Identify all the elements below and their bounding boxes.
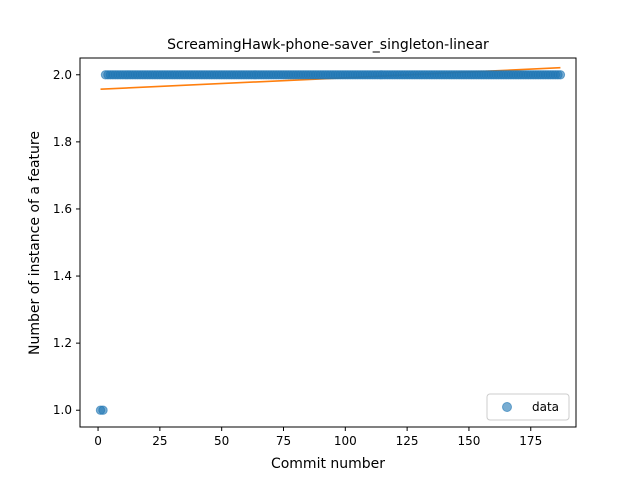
ticks-layer: 0 25 50 75 100 125 150 175 1.0 1.2 1.4 1.6 1.8 2.0	[53, 68, 542, 448]
y-tick-label-1: 1.2	[53, 336, 72, 350]
data-point-1	[98, 405, 108, 415]
x-tick-label-2: 50	[214, 434, 229, 448]
y-tick-label-2: 1.4	[53, 269, 72, 283]
x-tick-label-6: 150	[457, 434, 480, 448]
chart-title: ScreamingHawk-phone-saver_singleton-line…	[167, 37, 489, 53]
legend: data	[486, 393, 570, 421]
data-point-186	[555, 70, 566, 80]
x-tick-label-3: 75	[276, 434, 291, 448]
legend-marker-data	[502, 402, 512, 412]
y-tick-label-4: 1.8	[53, 135, 72, 149]
x-tick-label-7: 175	[519, 434, 542, 448]
axes-frame	[79, 57, 577, 428]
x-axis-title: Commit number	[271, 456, 385, 472]
y-tick-label-5: 2.0	[53, 68, 72, 82]
x-tick-label-0: 0	[94, 434, 102, 448]
axes-layer	[79, 57, 577, 428]
x-tick-label-5: 125	[396, 434, 419, 448]
x-tick-label-4: 100	[334, 434, 357, 448]
x-tick-label-1: 25	[152, 434, 167, 448]
y-axis-title: Number of instance of a feature	[27, 131, 43, 355]
legend-box	[486, 393, 570, 421]
y-tick-label-0: 1.0	[53, 403, 72, 417]
legend-label-data: data	[532, 400, 559, 414]
y-tick-label-3: 1.6	[53, 202, 72, 216]
data-points-layer	[95, 70, 566, 415]
